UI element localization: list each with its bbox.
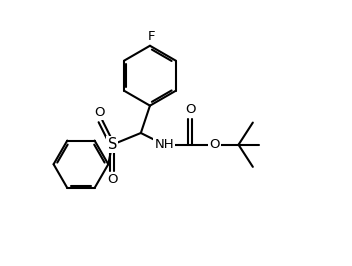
Text: O: O [107, 173, 118, 186]
Text: O: O [185, 103, 196, 115]
Text: NH: NH [155, 138, 174, 151]
Text: S: S [107, 137, 117, 152]
Text: O: O [209, 138, 220, 151]
Text: F: F [147, 30, 155, 43]
Text: O: O [94, 106, 105, 119]
